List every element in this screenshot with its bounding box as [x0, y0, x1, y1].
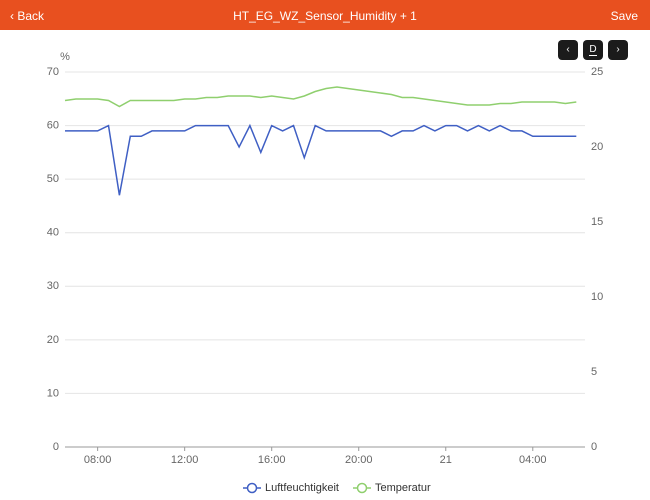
y2-tick-label: 0: [591, 441, 597, 453]
y2-tick-label: 25: [591, 66, 603, 78]
y2-tick-label: 10: [591, 291, 603, 303]
y-tick-label: 70: [47, 66, 59, 78]
legend-marker: [356, 482, 368, 494]
legend-label: Luftfeuchtigkeit: [265, 482, 339, 494]
y2-tick-label: 15: [591, 216, 603, 228]
legend-item[interactable]: Luftfeuchtigkeit: [243, 482, 339, 494]
y-tick-label: 60: [47, 119, 59, 131]
y2-tick-label: 20: [591, 141, 603, 153]
y-tick-label: 50: [47, 173, 59, 185]
legend-marker: [246, 482, 258, 494]
x-tick-label: 16:00: [258, 454, 286, 466]
back-label[interactable]: Back: [17, 9, 45, 23]
y-tick-label: 20: [47, 334, 59, 346]
header: ‹ Back HT_EG_WZ_Sensor_Humidity + 1 Save: [0, 0, 650, 30]
next-button[interactable]: ›: [608, 40, 628, 60]
back-button[interactable]: ‹ Back: [10, 9, 45, 23]
x-tick-label: 08:00: [84, 454, 112, 466]
y-tick-label: 0: [53, 441, 59, 453]
period-label[interactable]: D: [589, 44, 597, 56]
y-tick-label: 30: [47, 280, 59, 292]
legend-item[interactable]: Temperatur: [353, 482, 431, 494]
x-tick-label: 04:00: [519, 454, 547, 466]
x-tick-label: 12:00: [171, 454, 199, 466]
series-line: [64, 86, 577, 108]
prev-button[interactable]: ‹: [558, 40, 578, 60]
series-line: [65, 123, 577, 196]
y-tick-label: 10: [47, 387, 59, 399]
legend-label: Temperatur: [375, 482, 431, 494]
y-unit: %: [60, 51, 70, 63]
save-button[interactable]: Save: [610, 9, 638, 23]
period-button[interactable]: D: [583, 40, 603, 60]
header-title: HT_EG_WZ_Sensor_Humidity + 1: [233, 9, 417, 23]
y-tick-label: 40: [47, 227, 59, 239]
x-tick-label: 20:00: [345, 454, 373, 466]
x-tick-label: 21: [440, 454, 452, 466]
y2-tick-label: 5: [591, 366, 597, 378]
